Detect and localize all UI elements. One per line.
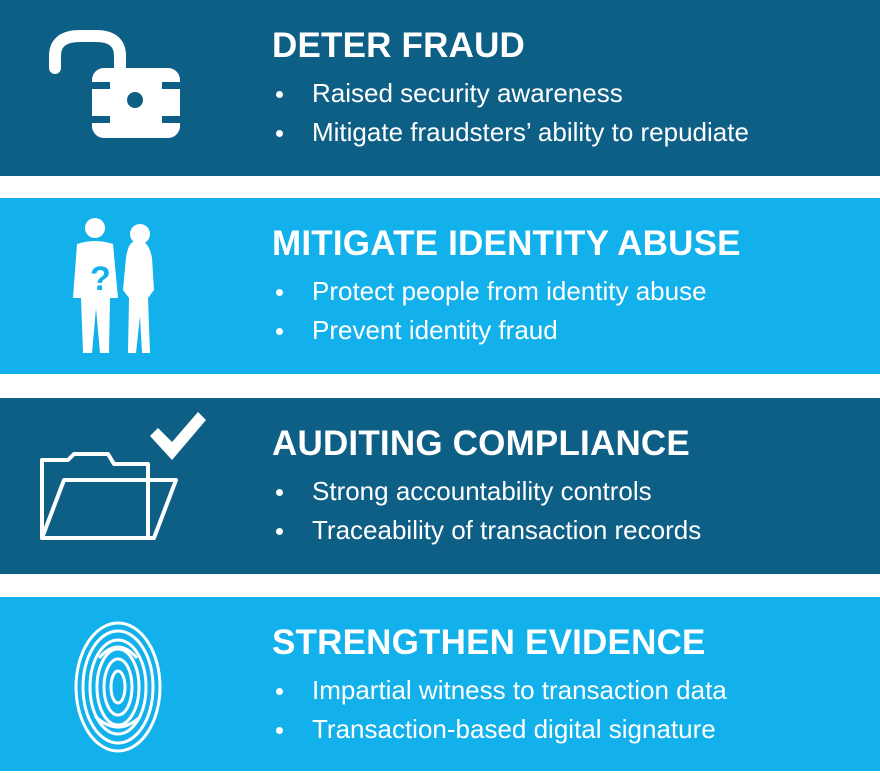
bullet-list: Strong accountability controls Traceabil… [272, 472, 860, 550]
panel-mitigate-identity-abuse: ? MITIGATE IDENTITY ABUSE Protect people… [0, 198, 880, 374]
bullet-item: Transaction-based digital signature [272, 710, 860, 749]
bullet-item: Protect people from identity abuse [272, 272, 860, 311]
panel-title: AUDITING COMPLIANCE [272, 424, 690, 463]
bullet-dot [276, 688, 283, 695]
bullet-item: Strong accountability controls [272, 472, 860, 511]
open-padlock-icon [30, 0, 230, 176]
fingerprint-icon [30, 597, 230, 771]
panel-auditing-compliance: AUDITING COMPLIANCE Strong accountabilit… [0, 398, 880, 574]
bullet-item: Raised security awareness [272, 74, 860, 113]
bullet-list: Raised security awareness Mitigate fraud… [272, 74, 860, 152]
bullet-dot [276, 130, 283, 137]
bullet-item: Traceability of transaction records [272, 511, 860, 550]
panel-title: DETER FRAUD [272, 26, 526, 65]
bullet-dot [276, 727, 283, 734]
bullet-dot [276, 489, 283, 496]
bullet-dot [276, 328, 283, 335]
bullet-item: Mitigate fraudsters’ ability to repudiat… [272, 113, 860, 152]
folder-check-icon [30, 398, 230, 574]
bullet-list: Protect people from identity abuse Preve… [272, 272, 860, 350]
panel-deter-fraud: DETER FRAUD Raised security awareness Mi… [0, 0, 880, 176]
bullet-item: Prevent identity fraud [272, 311, 860, 350]
svg-text:?: ? [90, 260, 111, 298]
people-question-icon: ? [30, 198, 230, 374]
bullet-dot [276, 289, 283, 296]
panel-strengthen-evidence: STRENGTHEN EVIDENCE Impartial witness to… [0, 597, 880, 771]
bullet-list: Impartial witness to transaction data Tr… [272, 671, 860, 749]
panel-title: MITIGATE IDENTITY ABUSE [272, 224, 741, 263]
bullet-dot [276, 91, 283, 98]
bullet-dot [276, 528, 283, 535]
bullet-item: Impartial witness to transaction data [272, 671, 860, 710]
panel-title: STRENGTHEN EVIDENCE [272, 623, 706, 662]
